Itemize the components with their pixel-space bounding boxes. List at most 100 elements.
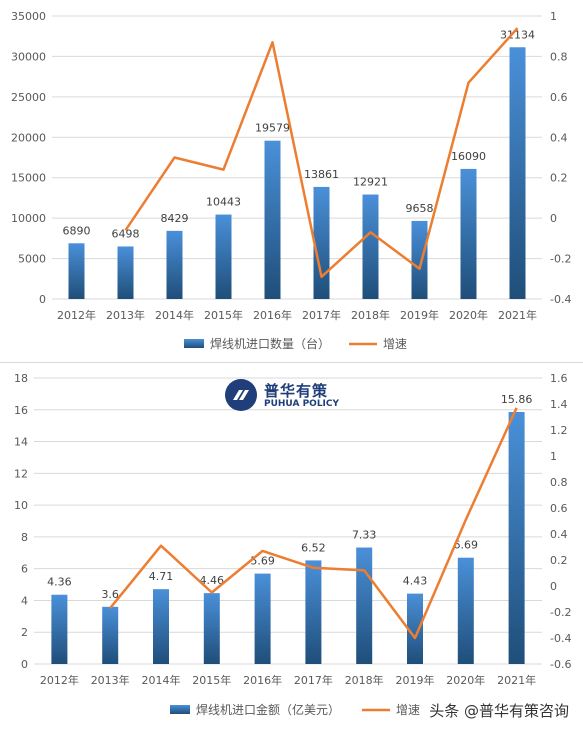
left-axis-tick-label: 14 — [14, 436, 28, 449]
chart-divider — [0, 362, 583, 363]
bar — [102, 606, 119, 664]
bar — [153, 589, 169, 664]
bar-data-label: 31134 — [500, 28, 535, 41]
left-axis-tick-label: 16 — [14, 404, 28, 417]
bar — [457, 557, 474, 664]
category-tick-label: 2012年 — [57, 308, 96, 322]
bar-data-label: 8429 — [161, 212, 189, 225]
left-axis-tick-label: 20000 — [11, 131, 46, 144]
bar — [313, 186, 330, 299]
category-tick-label: 2014年 — [155, 308, 194, 322]
right-axis-tick-label: 1 — [550, 10, 557, 23]
legend-line-label: 增速 — [396, 703, 420, 717]
right-axis-tick-label: 0.2 — [550, 554, 568, 567]
left-axis-tick-label: 8 — [21, 531, 28, 544]
category-tick-label: 2015年 — [192, 673, 231, 687]
bar-data-label: 16090 — [451, 150, 486, 163]
category-tick-label: 2019年 — [400, 308, 439, 322]
bar-data-label: 12921 — [353, 176, 388, 189]
category-tick-label: 2016年 — [253, 308, 292, 322]
bar-data-label: 7.33 — [352, 529, 377, 542]
bar — [68, 243, 85, 299]
right-axis-tick-label: -0.4 — [550, 293, 571, 306]
category-tick-label: 2018年 — [351, 308, 390, 322]
bar-data-label: 6.69 — [454, 539, 479, 552]
bar — [166, 230, 183, 299]
left-axis-tick-label: 10 — [14, 499, 28, 512]
bar-data-label: 6498 — [112, 227, 140, 240]
bar-data-label: 5.69 — [250, 555, 275, 568]
category-tick-label: 2020年 — [449, 308, 488, 322]
left-axis-tick-label: 30000 — [11, 50, 46, 63]
right-axis-tick-label: 0.8 — [550, 476, 568, 489]
left-axis-tick-label: 2 — [21, 626, 28, 639]
right-axis-tick-label: 0.6 — [550, 502, 568, 515]
bar-data-label: 4.46 — [200, 574, 225, 587]
logo-en-text: PUHUA POLICY — [264, 399, 340, 409]
bar-data-label: 4.36 — [47, 576, 72, 589]
bar — [356, 547, 373, 664]
bar — [411, 220, 428, 299]
bar-data-label: 6.52 — [301, 541, 326, 554]
right-axis-tick-label: 0 — [550, 212, 557, 225]
right-axis-tick-label: -0.6 — [550, 658, 571, 671]
category-tick-label: 2017年 — [294, 673, 333, 687]
bar — [215, 214, 232, 299]
category-tick-label: 2013年 — [106, 308, 145, 322]
bar-data-label: 4.43 — [403, 575, 428, 588]
bar — [362, 194, 379, 299]
import-quantity-chart-svg: 0 5000 10000 15000 20000 25000 30000 35000 -0.4 -… — [11, 10, 571, 351]
category-tick-label: 2019年 — [396, 673, 435, 687]
category-tick-label: 2021年 — [498, 308, 537, 322]
legend-bar-swatch — [184, 339, 204, 348]
right-axis-tick-label: 1.6 — [550, 372, 568, 385]
source-watermark: 头条 @普华有策咨询 — [429, 702, 569, 720]
bar-data-label: 19579 — [255, 122, 290, 135]
right-axis-tick-label: -0.2 — [550, 606, 571, 619]
right-axis-tick-label: 1 — [550, 450, 557, 463]
legend-bar-label: 焊线机进口金额（亿美元） — [196, 702, 340, 717]
bar — [51, 594, 68, 664]
bar — [460, 168, 477, 299]
category-tick-label: 2012年 — [40, 673, 79, 687]
right-axis-tick-label: 0 — [550, 580, 557, 593]
bar-data-label: 15.86 — [501, 393, 533, 406]
category-tick-label: 2014年 — [142, 673, 181, 687]
import-quantity-chart: 0 5000 10000 15000 20000 25000 30000 35000 -0.4 -… — [0, 0, 583, 362]
growth-rate-line — [109, 407, 518, 640]
right-axis-tick-label: 0.4 — [550, 528, 568, 541]
right-axis-tick-label: 0.4 — [550, 131, 568, 144]
category-tick-label: 2020年 — [446, 673, 485, 687]
right-axis-tick-label: -0.2 — [550, 253, 571, 266]
bar — [254, 573, 271, 664]
right-axis-tick-label: 1.4 — [550, 398, 568, 411]
bar-data-label: 6890 — [63, 224, 91, 237]
left-axis-tick-label: 0 — [39, 293, 46, 306]
category-tick-label: 2018年 — [345, 673, 384, 687]
growth-rate-line — [124, 27, 519, 279]
left-axis-tick-label: 10000 — [11, 212, 46, 225]
bar — [407, 593, 423, 664]
right-axis-tick-label: -0.4 — [550, 632, 571, 645]
legend-bar-label: 焊线机进口数量（台） — [210, 336, 330, 351]
left-axis-tick-label: 35000 — [11, 10, 46, 23]
legend-bar-swatch — [170, 705, 190, 714]
bar — [264, 140, 281, 299]
right-axis-tick-label: 0.6 — [550, 91, 568, 104]
bar-data-label: 13861 — [304, 168, 339, 181]
bar — [305, 560, 322, 664]
right-axis-tick-label: 0.2 — [550, 172, 568, 185]
left-axis-tick-label: 6 — [21, 563, 28, 576]
import-value-chart-svg: 0 2 4 6 8 10 12 14 16 18 -0.6 -0.4 -0.2 0 0.2 0.4 0.6 0.8… — [14, 372, 571, 717]
bar-data-label: 3.6 — [101, 588, 119, 601]
left-axis-tick-label: 12 — [14, 467, 28, 480]
category-tick-label: 2017年 — [302, 308, 341, 322]
puhua-logo: 普华有策 PUHUA POLICY — [224, 378, 364, 412]
left-axis-tick-label: 4 — [21, 594, 28, 607]
bar-data-label: 9658 — [406, 202, 434, 215]
bar — [509, 47, 526, 300]
bar — [203, 593, 220, 664]
left-axis-tick-label: 5000 — [18, 253, 46, 266]
bar-data-label: 10443 — [206, 196, 241, 209]
category-tick-label: 2015年 — [204, 308, 243, 322]
